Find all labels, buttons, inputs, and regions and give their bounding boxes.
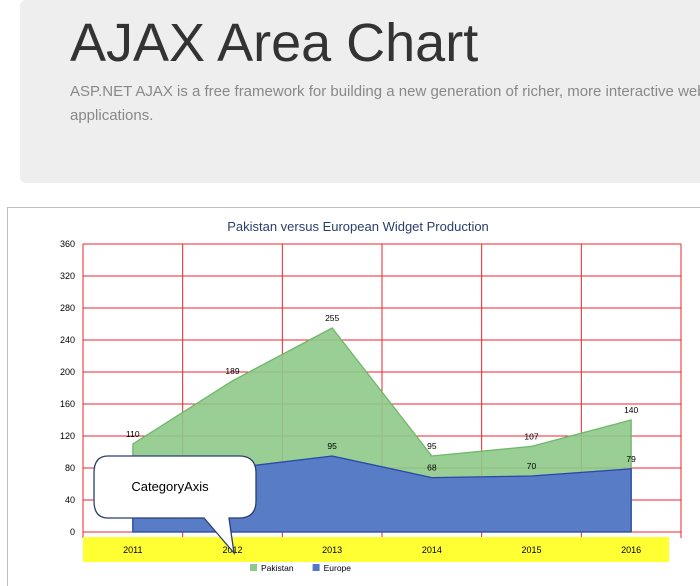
- y-tick-label: 360: [60, 239, 75, 249]
- x-tick-label: 2013: [322, 545, 342, 555]
- y-tick-label: 280: [60, 303, 75, 313]
- data-label-pakistan: 140: [624, 405, 638, 415]
- legend-swatch-europe: [313, 564, 320, 571]
- data-label-europe: 68: [427, 463, 437, 473]
- area-chart: Pakistan versus European Widget Producti…: [8, 208, 700, 586]
- data-label-pakistan: 255: [325, 313, 339, 323]
- y-tick-label: 240: [60, 335, 75, 345]
- data-label-pakistan: 110: [126, 429, 140, 439]
- y-tick-label: 0: [70, 527, 75, 537]
- data-label-pakistan: 107: [524, 431, 538, 441]
- legend-label-europe: Europe: [324, 563, 352, 573]
- chart-container: Pakistan versus European Widget Producti…: [7, 207, 700, 586]
- legend-label-pakistan: Pakistan: [261, 563, 294, 573]
- page-description: ASP.NET AJAX is a free framework for bui…: [70, 80, 700, 128]
- data-label-europe: 70: [527, 461, 537, 471]
- chart-title: Pakistan versus European Widget Producti…: [227, 219, 489, 234]
- y-tick-label: 200: [60, 367, 75, 377]
- category-axis-band: [83, 537, 669, 562]
- y-tick-label: 80: [65, 463, 75, 473]
- x-tick-label: 2011: [123, 545, 142, 555]
- y-tick-label: 120: [60, 431, 75, 441]
- data-label-europe: 95: [327, 441, 337, 451]
- y-tick-label: 160: [60, 399, 75, 409]
- jumbotron: AJAX Area Chart ASP.NET AJAX is a free f…: [20, 0, 700, 183]
- data-label-pakistan: 95: [427, 441, 437, 451]
- legend-swatch-pakistan: [250, 564, 257, 571]
- callout-text: CategoryAxis: [131, 479, 209, 494]
- y-tick-label: 320: [60, 271, 75, 281]
- data-label-europe: 79: [626, 454, 636, 464]
- page-title: AJAX Area Chart: [70, 12, 478, 74]
- data-label-pakistan: 189: [225, 366, 239, 376]
- x-tick-label: 2016: [621, 545, 641, 555]
- y-tick-label: 40: [65, 495, 75, 505]
- x-tick-label: 2014: [422, 545, 442, 555]
- x-tick-label: 2015: [521, 545, 541, 555]
